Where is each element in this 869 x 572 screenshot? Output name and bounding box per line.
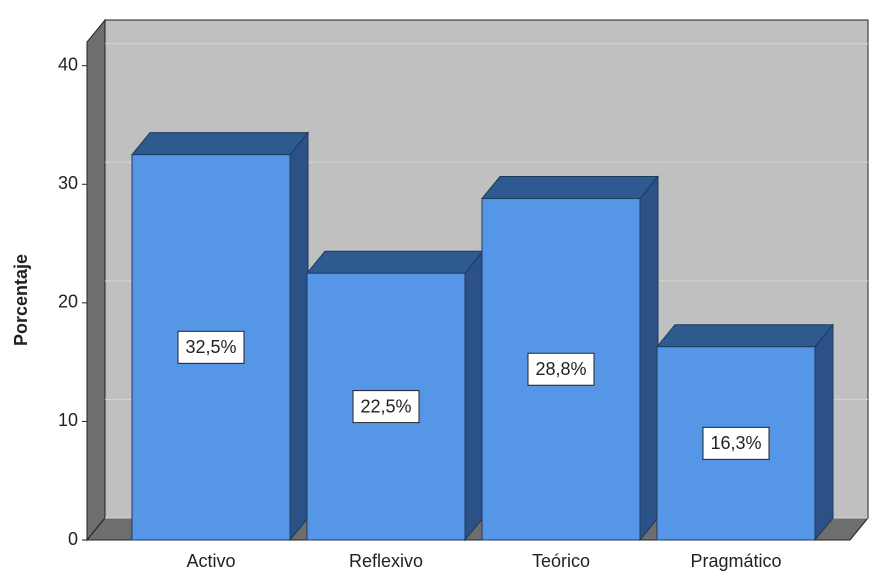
y-tick-label: 40	[58, 54, 78, 74]
y-tick-label: 30	[58, 173, 78, 193]
y-tick-label: 0	[68, 529, 78, 549]
value-label-box	[352, 390, 420, 424]
y-tick-label: 10	[58, 410, 78, 430]
left-wall	[86, 18, 106, 542]
y-tick-label: 20	[58, 292, 78, 312]
bar-side	[639, 175, 659, 542]
value-label: 16,3%	[710, 433, 761, 453]
bar-top	[305, 250, 485, 274]
x-tick-label: Reflexivo	[349, 551, 423, 571]
bar-side	[289, 131, 309, 542]
value-label: 22,5%	[360, 396, 411, 416]
y-axis-label: Porcentaje	[11, 254, 31, 346]
x-tick-label: Pragmático	[690, 551, 781, 571]
bar-side	[814, 323, 834, 542]
value-label: 32,5%	[185, 337, 236, 357]
value-label-box	[177, 330, 245, 364]
bar-side	[464, 249, 484, 542]
bar-top	[130, 132, 310, 156]
x-tick-label: Teórico	[532, 551, 590, 571]
value-label-box	[702, 426, 770, 460]
bar-top	[480, 176, 660, 200]
bar-top	[655, 324, 835, 348]
value-label: 28,8%	[535, 359, 586, 379]
x-tick-label: Activo	[186, 551, 235, 571]
value-label-box	[527, 352, 595, 386]
